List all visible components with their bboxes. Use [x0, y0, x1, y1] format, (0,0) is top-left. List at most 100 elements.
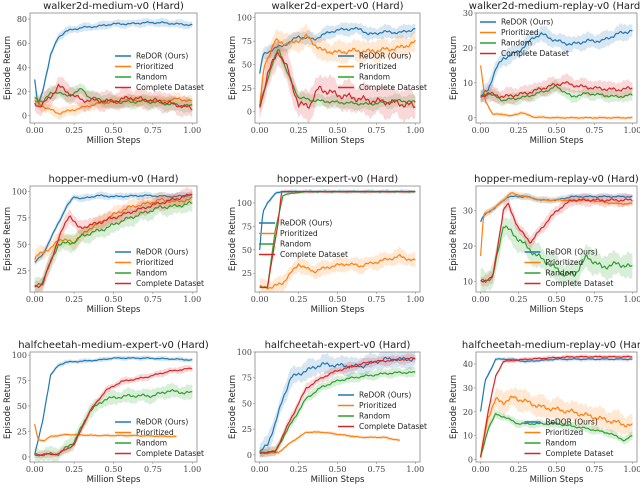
legend-label: ReDOR (Ours) — [136, 52, 188, 61]
band-random — [34, 192, 193, 292]
legend-label: Complete Dataset — [546, 279, 614, 288]
y-tick-label: 100 — [12, 187, 27, 196]
x-tick-label: 0.25 — [65, 126, 83, 135]
x-tick-label: 0.25 — [290, 126, 308, 135]
y-axis-label: Episode Return — [228, 375, 238, 439]
legend-label: Prioritized — [280, 229, 318, 238]
y-axis-label: Episode Return — [3, 375, 13, 439]
band-complete-dataset — [34, 76, 193, 118]
y-tick-label: 50 — [17, 402, 27, 411]
series-line-random — [259, 370, 416, 454]
y-tick-label: 25 — [242, 425, 252, 434]
x-axis-label: Million Steps — [311, 475, 365, 485]
legend-label: Complete Dataset — [280, 250, 348, 259]
band-redor-ours- — [259, 188, 416, 252]
series-line-redor-ours- — [259, 26, 416, 74]
plot-area — [259, 188, 416, 292]
x-tick-label: 0.75 — [144, 295, 162, 304]
y-tick-label: 50 — [17, 240, 27, 249]
legend-label: Prioritized — [136, 258, 174, 267]
band-complete-dataset — [259, 40, 416, 123]
x-tick-label: 0.00 — [251, 295, 269, 304]
subplot-title: halfcheetah-medium-expert-v0 (Hard) — [18, 340, 209, 351]
y-axis-label: Episode Return — [449, 207, 459, 271]
band-random — [480, 216, 633, 292]
series-line-complete-dataset — [259, 190, 416, 289]
legend-label: ReDOR (Ours) — [359, 52, 411, 61]
band-complete-dataset — [34, 187, 193, 292]
legend-label: Complete Dataset — [359, 83, 427, 92]
y-tick-label: 10 — [463, 432, 473, 441]
plot-area — [480, 190, 633, 292]
x-tick-label: 1.00 — [183, 126, 201, 135]
subplot: hopper-expert-v0 (Hard) 0.00 0.25 0.50 0.75 1… — [228, 174, 424, 315]
x-tick-label: 0.00 — [26, 295, 44, 304]
series-line-random — [480, 225, 633, 284]
band-complete-dataset — [34, 365, 193, 459]
y-tick-label: 75 — [17, 214, 27, 223]
y-tick-label: 0 — [468, 456, 473, 465]
legend-label: Prioritized — [136, 62, 174, 71]
subplot-title: walker2d-medium-v0 (Hard) — [43, 1, 184, 12]
y-tick-label: 50 — [242, 246, 252, 255]
subplot: halfcheetah-medium-replay-v0 (Hard)0.00 0… — [449, 340, 640, 485]
y-axis-label: Episode Return — [228, 36, 238, 100]
x-tick-label: 0.25 — [510, 126, 528, 135]
series-line-random — [34, 87, 193, 108]
y-tick-label: 0 — [247, 108, 252, 117]
legend-label: Random — [136, 73, 167, 82]
plot-area — [259, 22, 416, 123]
y-tick-label: 80 — [17, 15, 27, 24]
x-tick-label: 1.00 — [183, 465, 201, 474]
legend-label: Prioritized — [359, 62, 397, 71]
x-axis-label: Million Steps — [87, 475, 141, 485]
y-tick-label: 20 — [463, 44, 473, 53]
band-redor-ours- — [259, 352, 416, 459]
x-tick-label: 0.25 — [290, 295, 308, 304]
band-redor-ours- — [480, 192, 633, 224]
y-tick-label: 0 — [22, 112, 27, 121]
series-line-complete-dataset — [34, 83, 193, 111]
x-tick-label: 0.75 — [586, 295, 604, 304]
y-tick-label: 20 — [463, 242, 473, 251]
x-tick-label: 0.50 — [105, 465, 123, 474]
band-prioritized — [34, 92, 193, 120]
x-tick-label: 0.75 — [368, 126, 386, 135]
series-line-prioritized — [259, 253, 416, 290]
series-line-redor-ours- — [34, 21, 193, 106]
y-tick-label: 100 — [237, 348, 252, 357]
legend-label: Complete Dataset — [501, 49, 569, 58]
y-tick-label: 20 — [17, 88, 27, 97]
band-prioritized — [34, 190, 193, 267]
series-line-random — [34, 200, 193, 287]
y-tick-label: 40 — [463, 360, 473, 369]
subplot-title: halfcheetah-medium-replay-v0 (Hard) — [462, 340, 640, 351]
x-axis-label: Million Steps — [311, 136, 365, 146]
x-tick-label: 1.00 — [624, 465, 640, 474]
y-tick-label: 100 — [237, 199, 252, 208]
y-tick-label: 10 — [463, 79, 473, 88]
x-tick-label: 1.00 — [624, 295, 640, 304]
legend-label: Random — [280, 240, 311, 249]
legend-label: Random — [136, 269, 167, 278]
x-axis-label: Million Steps — [530, 136, 584, 146]
series-line-redor-ours- — [259, 356, 416, 453]
series-line-complete-dataset — [480, 355, 633, 458]
series-line-complete-dataset — [259, 51, 416, 110]
legend-label: Prioritized — [359, 401, 397, 410]
legend-label: Prioritized — [546, 428, 584, 437]
legend-label: Complete Dataset — [136, 279, 204, 288]
y-tick-label: 30 — [463, 9, 473, 18]
series-line-random — [259, 49, 416, 106]
y-tick-label: 100 — [237, 14, 252, 23]
y-tick-label: 0 — [247, 451, 252, 460]
y-tick-label: 75 — [242, 222, 252, 231]
x-tick-label: 1.00 — [624, 126, 640, 135]
plot-area — [34, 355, 193, 462]
x-tick-label: 0.00 — [251, 465, 269, 474]
legend-label: Random — [359, 73, 390, 82]
legend-label: Prioritized — [501, 28, 539, 37]
